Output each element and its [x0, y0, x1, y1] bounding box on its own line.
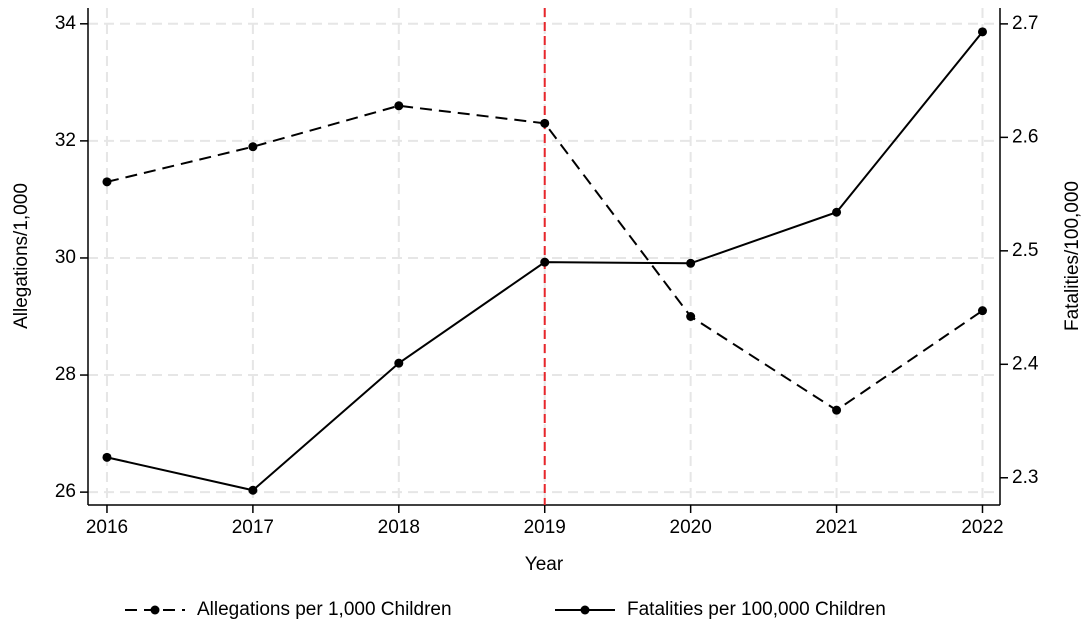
- y2-tick-label: 2.5: [1012, 240, 1038, 261]
- data-point: [686, 312, 696, 322]
- data-point: [540, 257, 550, 267]
- legend-marker: [580, 605, 590, 615]
- data-point: [394, 101, 404, 111]
- y-tick-label: 30: [55, 247, 76, 268]
- y-tick-label: 32: [55, 130, 76, 151]
- data-point: [832, 207, 842, 217]
- x-tick-label: 2022: [961, 517, 1003, 538]
- data-point: [686, 258, 696, 268]
- x-tick-label: 2017: [232, 517, 274, 538]
- y2-tick-label: 2.4: [1012, 353, 1039, 374]
- y2-tick-label: 2.7: [1012, 13, 1038, 34]
- data-point: [102, 177, 112, 187]
- y-axis-label: Allegations/1,000: [11, 183, 32, 329]
- data-point: [248, 485, 258, 495]
- y2-tick-label: 2.6: [1012, 126, 1038, 147]
- x-tick-label: 2019: [524, 517, 566, 538]
- data-point: [977, 27, 987, 37]
- data-point: [540, 118, 550, 128]
- y-tick-label: 34: [55, 13, 77, 34]
- y2-axis-label: Fatalities/100,000: [1062, 181, 1083, 331]
- y-tick-label: 28: [55, 364, 76, 385]
- y-tick-label: 26: [55, 481, 76, 502]
- data-point: [832, 405, 842, 415]
- x-tick-label: 2021: [815, 517, 857, 538]
- legend-label: Fatalities per 100,000 Children: [627, 599, 886, 620]
- x-tick-label: 2020: [670, 517, 712, 538]
- y2-tick-label: 2.3: [1012, 467, 1038, 488]
- data-point: [248, 142, 258, 152]
- data-point: [102, 452, 112, 462]
- data-point: [394, 358, 404, 368]
- x-tick-label: 2018: [378, 517, 420, 538]
- legend-marker: [150, 605, 160, 615]
- x-tick-label: 2016: [86, 517, 128, 538]
- data-point: [977, 306, 987, 316]
- x-axis-label: Year: [525, 554, 564, 575]
- legend-label: Allegations per 1,000 Children: [197, 599, 452, 620]
